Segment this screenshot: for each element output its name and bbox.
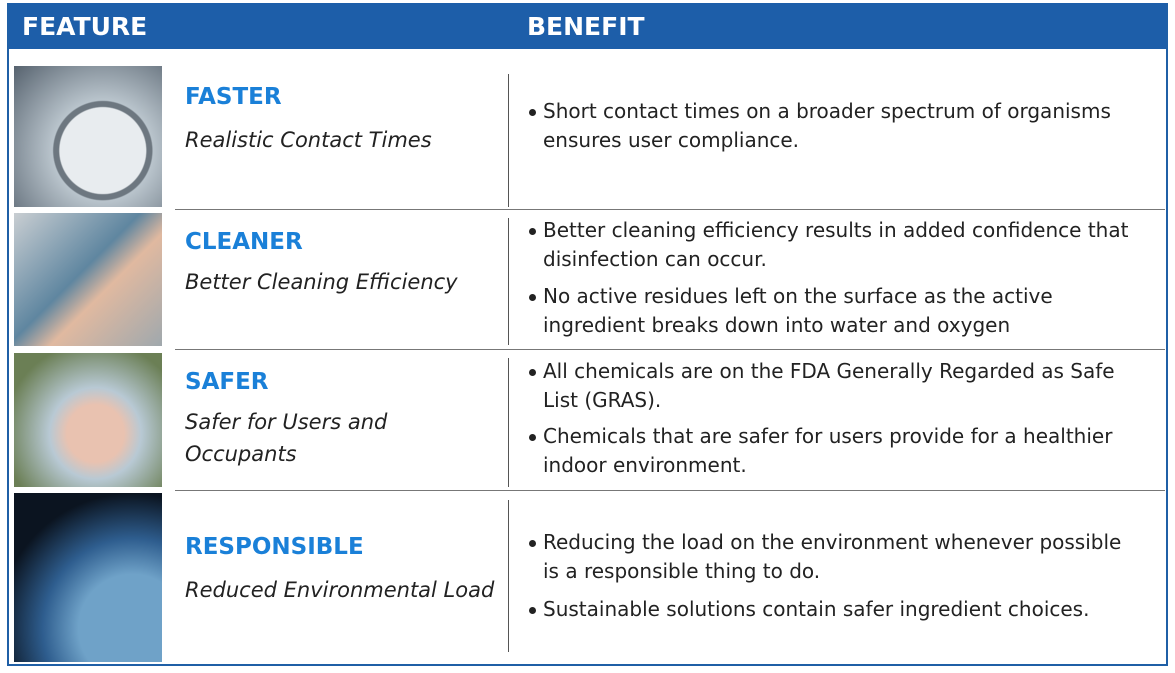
column-divider [508,500,509,652]
benefit-item: Short contact times on a broader spectru… [527,97,1137,155]
row-separator [175,490,1165,491]
benefit-item: No active residues left on the surface a… [527,282,1137,340]
header-feature: FEATURE [22,12,148,41]
feature-photo [14,66,162,207]
benefit-item: Reducing the load on the environment whe… [527,528,1137,586]
header-bar [7,3,1168,49]
feature-title: FASTER [185,84,282,110]
feature-title: RESPONSIBLE [185,534,364,560]
benefit-item: Chemicals that are safer for users provi… [527,422,1137,480]
row-separator [175,209,1165,210]
feature-title: CLEANER [185,229,303,255]
feature-subtitle: Better Cleaning Efficiency [185,270,458,294]
feature-photo [14,493,162,662]
header-benefit: BENEFIT [527,12,645,41]
row-separator [175,349,1165,350]
benefit-item: Better cleaning efficiency results in ad… [527,216,1137,274]
feature-subtitle: Realistic Contact Times [185,128,432,152]
feature-subtitle: Safer for Users and Occupants [185,410,388,466]
column-divider [508,358,509,487]
benefit-item: Sustainable solutions contain safer ingr… [527,595,1137,624]
feature-subtitle: Reduced Environmental Load [185,578,495,602]
feature-title: SAFER [185,369,269,395]
frame [7,3,1168,666]
feature-photo [14,353,162,487]
column-divider [508,218,509,345]
feature-photo [14,213,162,346]
column-divider [508,74,509,207]
benefit-item: All chemicals are on the FDA Generally R… [527,357,1137,415]
